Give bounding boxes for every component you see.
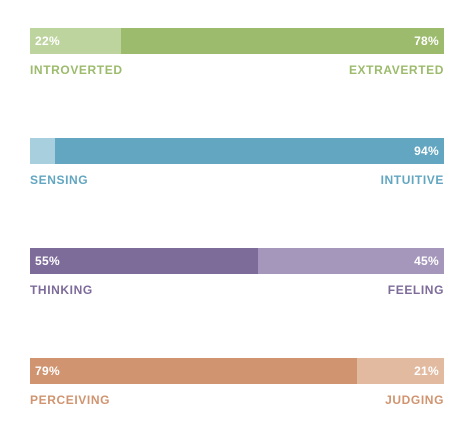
left-trait-label: SENSING	[30, 173, 89, 187]
bar-right-segment	[54, 138, 444, 164]
left-trait-label: THINKING	[30, 283, 93, 297]
right-trait-label: JUDGING	[385, 393, 444, 407]
right-percentage: 45%	[414, 254, 439, 268]
perceiving-bar: 79% 21%	[30, 358, 444, 384]
bar-right-segment	[121, 28, 444, 54]
trait-perceiving: 79% 21% PERCEIVING JUDGING	[30, 358, 444, 410]
bar-left-segment	[30, 248, 258, 274]
right-percentage: 21%	[414, 364, 439, 378]
intuition-bar: 94%	[30, 138, 444, 164]
bar-right-segment	[357, 358, 444, 384]
bar-left-segment	[30, 28, 122, 54]
right-trait-label: FEELING	[387, 283, 444, 297]
trait-extraversion: 22% 78% INTROVERTED EXTRAVERTED	[30, 28, 444, 80]
bar-left-segment	[30, 358, 358, 384]
right-trait-label: EXTRAVERTED	[348, 63, 444, 77]
trait-intuition: 94% SENSING INTUITIVE	[30, 138, 444, 190]
left-trait-label: PERCEIVING	[30, 393, 111, 407]
left-percentage: 22%	[35, 34, 60, 48]
left-percentage: 79%	[35, 364, 60, 378]
right-percentage: 94%	[414, 144, 439, 158]
right-percentage: 78%	[414, 34, 439, 48]
trait-thinking: 55% 45% THINKING FEELING	[30, 248, 444, 300]
bar-left-segment	[30, 138, 55, 164]
left-percentage: 55%	[35, 254, 60, 268]
right-trait-label: INTUITIVE	[380, 173, 444, 187]
bar-right-segment	[257, 248, 444, 274]
extraversion-bar: 22% 78%	[30, 28, 444, 54]
left-trait-label: INTROVERTED	[30, 63, 123, 77]
thinking-bar: 55% 45%	[30, 248, 444, 274]
